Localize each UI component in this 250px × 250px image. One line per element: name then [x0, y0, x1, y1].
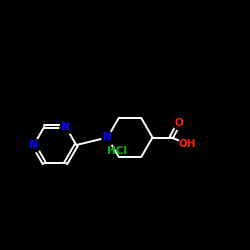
Text: HCl: HCl — [108, 146, 128, 156]
Text: OH: OH — [179, 139, 196, 149]
Text: N: N — [30, 140, 38, 150]
Text: N: N — [30, 140, 38, 150]
Text: N: N — [103, 132, 112, 142]
Text: O: O — [175, 118, 184, 128]
Text: N: N — [61, 122, 70, 132]
Text: N: N — [61, 122, 70, 132]
Text: N: N — [103, 132, 112, 142]
